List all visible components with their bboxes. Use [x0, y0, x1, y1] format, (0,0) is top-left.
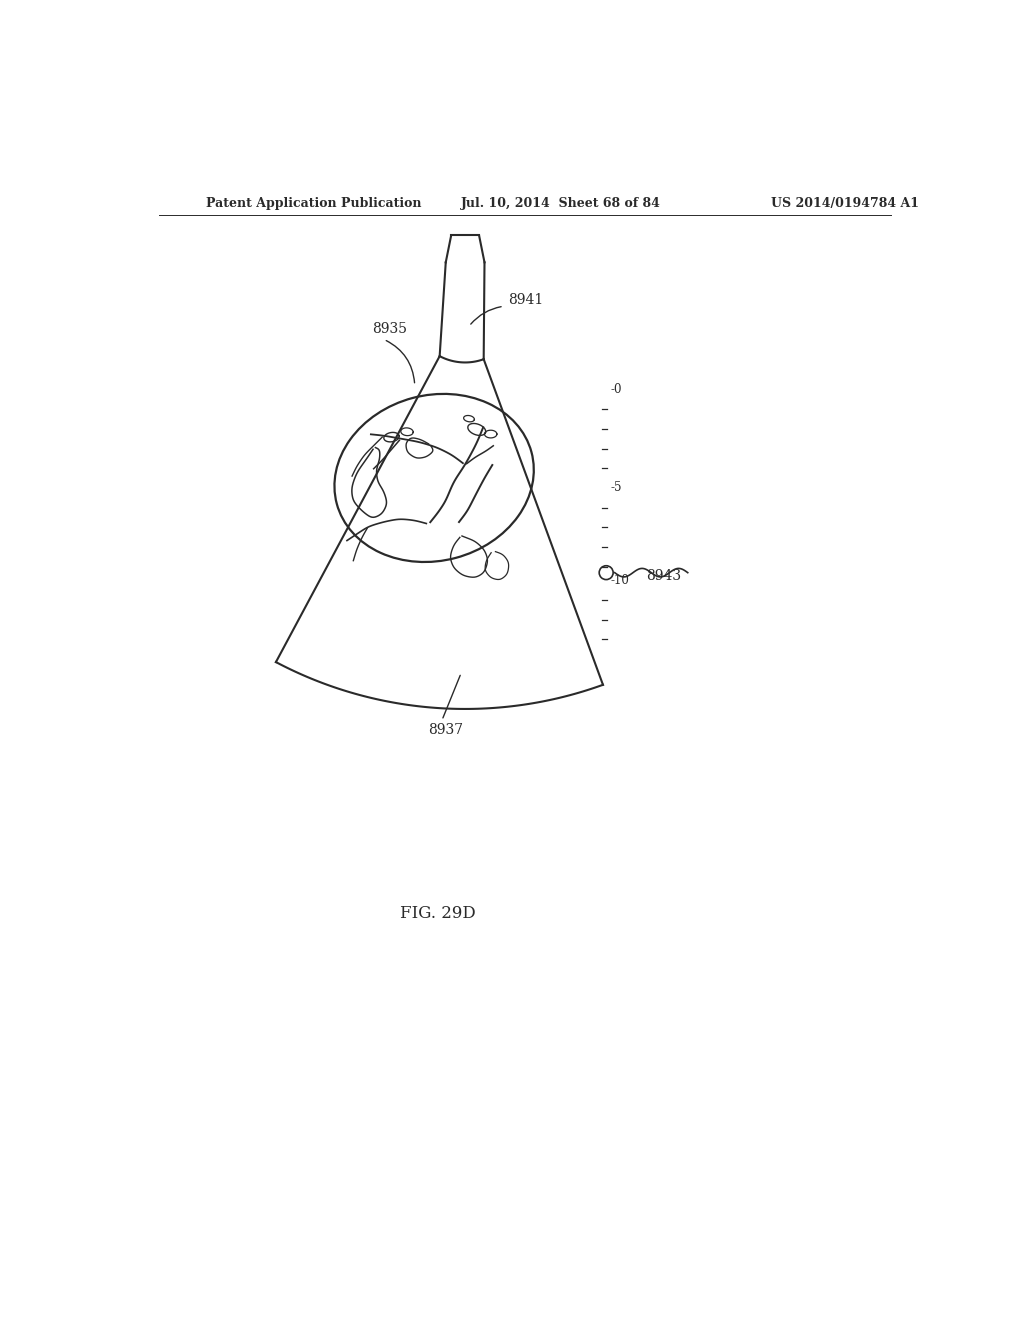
- Text: -5: -5: [611, 482, 623, 495]
- Text: 8937: 8937: [428, 723, 463, 737]
- Text: -0: -0: [611, 383, 623, 396]
- Text: 8943: 8943: [646, 569, 681, 582]
- Text: 8941: 8941: [508, 293, 543, 308]
- Text: -10: -10: [611, 574, 630, 587]
- Text: FIG. 29D: FIG. 29D: [400, 904, 476, 921]
- Text: Patent Application Publication: Patent Application Publication: [206, 197, 421, 210]
- Text: US 2014/0194784 A1: US 2014/0194784 A1: [771, 197, 920, 210]
- Text: Jul. 10, 2014  Sheet 68 of 84: Jul. 10, 2014 Sheet 68 of 84: [461, 197, 662, 210]
- Text: 8935: 8935: [372, 322, 408, 337]
